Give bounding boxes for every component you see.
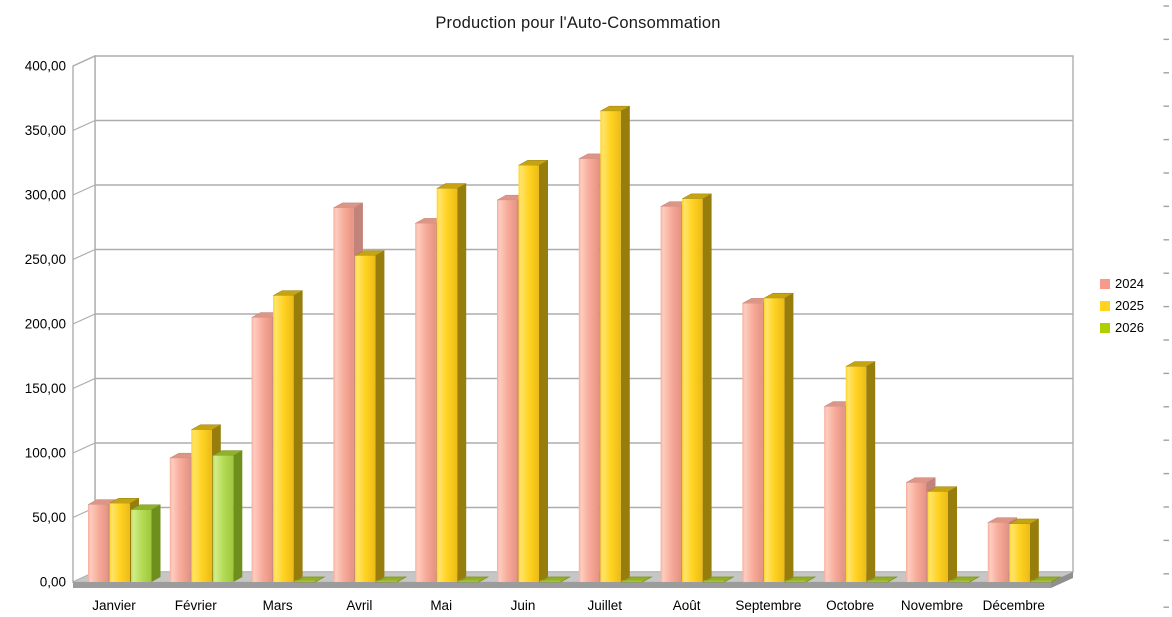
bar-2025-Avril-side bbox=[375, 250, 385, 582]
bar-2025-Octobre-side bbox=[866, 361, 876, 582]
y-axis-tick-label: 150,00 bbox=[25, 381, 66, 396]
bar-2024-Août bbox=[660, 206, 682, 583]
y-axis-tick-label: 300,00 bbox=[25, 188, 66, 203]
bar-2025-Août bbox=[682, 198, 703, 582]
bar-2025-Mars-side bbox=[293, 290, 303, 582]
bar-2026-Décembre-front bbox=[1030, 580, 1052, 582]
chart-legend: 2024 2025 2026 bbox=[1100, 276, 1144, 336]
legend-swatch-2026 bbox=[1100, 323, 1110, 333]
bar-2025-Novembre bbox=[927, 491, 948, 582]
y-axis-tick-label: 250,00 bbox=[25, 252, 66, 267]
bar-2025-Mars bbox=[273, 295, 294, 582]
y-axis-tick bbox=[72, 248, 96, 261]
bar-2025-Août-side bbox=[702, 193, 712, 582]
y-axis-tick-label: 0,00 bbox=[40, 575, 66, 590]
y-axis-tick bbox=[72, 313, 96, 325]
x-axis-category-label: Février bbox=[175, 598, 218, 613]
legend-item-2026: 2026 bbox=[1100, 320, 1144, 336]
y-axis-tick bbox=[72, 442, 96, 454]
x-axis-category-label: Janvier bbox=[92, 598, 136, 613]
bar-2024-Mars bbox=[251, 317, 273, 582]
bar-2026-Mars-front bbox=[294, 580, 316, 582]
y-axis-tick-label: 400,00 bbox=[25, 59, 66, 74]
bar-2025-Octobre bbox=[845, 366, 867, 582]
x-axis-category-label: Novembre bbox=[901, 598, 963, 613]
bar-2024-Septembre bbox=[742, 303, 763, 582]
bar-2025-Janvier bbox=[109, 503, 130, 582]
x-axis-category-label: Mai bbox=[430, 598, 452, 613]
bar-2025-Mai-side bbox=[457, 183, 467, 583]
x-axis-category-label: Octobre bbox=[826, 598, 874, 613]
bar-2026-Octobre-front bbox=[867, 580, 888, 582]
x-axis-category-label: Mars bbox=[263, 598, 293, 613]
bar-2024-Octobre bbox=[824, 406, 845, 582]
bar-2025-Juin-side bbox=[539, 160, 548, 582]
bar-2026-Juin-front bbox=[540, 580, 561, 582]
legend-label: 2025 bbox=[1115, 298, 1144, 313]
bar-2025-Septembre bbox=[763, 298, 785, 582]
bar-2026-Novembre-front bbox=[949, 580, 970, 582]
bar-2024-Décembre bbox=[987, 522, 1009, 582]
bar-2026-Mai-front bbox=[458, 580, 479, 582]
bar-2024-Avril bbox=[333, 207, 354, 582]
y-axis-tick bbox=[72, 55, 96, 67]
bar-2025-Avril bbox=[354, 255, 376, 582]
y-axis-tick bbox=[72, 377, 96, 390]
bar-2025-Juin bbox=[518, 165, 539, 582]
bar-2026-Février-side bbox=[233, 450, 243, 582]
chart-floor-side bbox=[1051, 572, 1073, 588]
bar-2025-Juillet bbox=[600, 111, 621, 583]
y-axis-tick bbox=[72, 184, 96, 196]
x-axis-category-label: Avril bbox=[346, 598, 372, 613]
bar-2025-Décembre-side bbox=[1029, 518, 1039, 582]
bar-2024-Février bbox=[169, 458, 191, 582]
x-axis-category-label: Juin bbox=[511, 598, 536, 613]
y-axis-tick-label: 200,00 bbox=[25, 317, 66, 332]
legend-item-2024: 2024 bbox=[1100, 276, 1144, 292]
legend-label: 2026 bbox=[1115, 320, 1144, 335]
y-axis-tick-label: 350,00 bbox=[25, 123, 66, 138]
bar-2026-Février bbox=[212, 455, 234, 582]
chart-floor-front bbox=[73, 582, 1051, 588]
bar-2025-Février bbox=[191, 429, 212, 582]
bar-2024-Novembre bbox=[906, 482, 927, 582]
bar-2026-Septembre-front bbox=[785, 580, 806, 582]
bar-2024-Juin bbox=[497, 200, 518, 582]
bar-2024-Mai bbox=[415, 223, 436, 582]
legend-swatch-2025 bbox=[1100, 301, 1110, 311]
bar-2026-Janvier bbox=[131, 509, 152, 582]
y-axis-tick-label: 50,00 bbox=[32, 510, 66, 525]
bar-2025-Septembre-side bbox=[784, 293, 794, 582]
y-axis-tick bbox=[72, 119, 96, 132]
bar-2026-Avril-front bbox=[376, 580, 397, 582]
legend-label: 2024 bbox=[1115, 276, 1144, 291]
bar-2024-Juillet bbox=[578, 158, 600, 582]
chart-title: Production pour l'Auto-Consommation bbox=[435, 14, 721, 32]
bar-2025-Mai bbox=[436, 188, 458, 583]
bar-2025-Novembre-side bbox=[948, 486, 957, 582]
legend-item-2025: 2025 bbox=[1100, 298, 1144, 314]
x-axis-category-label: Décembre bbox=[983, 598, 1045, 613]
x-axis-category-label: Août bbox=[673, 598, 701, 613]
y-axis-tick-label: 100,00 bbox=[25, 446, 66, 461]
legend-swatch-2024 bbox=[1100, 279, 1110, 289]
bar-2026-Janvier-side bbox=[151, 504, 161, 582]
x-axis-category-label: Septembre bbox=[735, 598, 801, 613]
x-axis-category-label: Juillet bbox=[588, 598, 623, 613]
bar-2026-Juillet-front bbox=[621, 580, 643, 582]
bar-2025-Décembre bbox=[1009, 523, 1030, 582]
bar-2026-Août-front bbox=[703, 580, 725, 582]
bar-2025-Juillet-side bbox=[620, 106, 630, 583]
bar-2024-Janvier bbox=[88, 504, 109, 582]
